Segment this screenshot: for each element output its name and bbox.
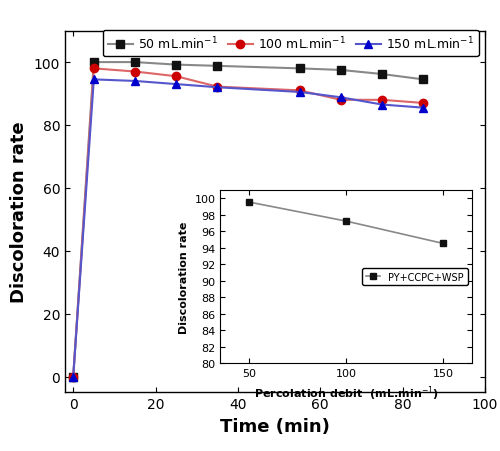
Legend: 50 mL.min$^{-1}$, 100 mL.min$^{-1}$, 150 mL.min$^{-1}$: 50 mL.min$^{-1}$, 100 mL.min$^{-1}$, 150… [103,31,479,57]
150 mL.min$^{-1}$ [91,78,97,83]
100 mL.min$^{-1}$ [214,85,220,90]
100 mL.min$^{-1}$ [420,101,426,106]
150 mL.min$^{-1}$ [173,82,179,87]
50 mL.min$^{-1}$ [70,374,76,379]
100 mL.min$^{-1}$ [173,74,179,80]
Y-axis label: Discoloration rate: Discoloration rate [10,121,28,303]
Line: 100 mL.min$^{-1}$: 100 mL.min$^{-1}$ [69,65,428,381]
150 mL.min$^{-1}$ [420,106,426,111]
Line: 150 mL.min$^{-1}$: 150 mL.min$^{-1}$ [69,76,428,381]
50 mL.min$^{-1}$ [173,63,179,68]
100 mL.min$^{-1}$ [379,98,385,103]
150 mL.min$^{-1}$ [70,374,76,379]
150 mL.min$^{-1}$ [214,85,220,91]
150 mL.min$^{-1}$ [338,95,344,101]
50 mL.min$^{-1}$ [296,66,302,72]
150 mL.min$^{-1}$ [379,102,385,108]
X-axis label: Time (min): Time (min) [220,417,330,435]
50 mL.min$^{-1}$ [420,78,426,83]
50 mL.min$^{-1}$ [214,64,220,69]
100 mL.min$^{-1}$ [70,374,76,379]
100 mL.min$^{-1}$ [296,88,302,94]
50 mL.min$^{-1}$ [91,60,97,66]
Line: 50 mL.min$^{-1}$: 50 mL.min$^{-1}$ [69,59,428,381]
100 mL.min$^{-1}$ [132,69,138,75]
100 mL.min$^{-1}$ [338,98,344,103]
50 mL.min$^{-1}$ [338,68,344,74]
50 mL.min$^{-1}$ [132,60,138,66]
100 mL.min$^{-1}$ [91,66,97,72]
150 mL.min$^{-1}$ [296,90,302,96]
150 mL.min$^{-1}$ [132,79,138,84]
50 mL.min$^{-1}$ [379,72,385,78]
